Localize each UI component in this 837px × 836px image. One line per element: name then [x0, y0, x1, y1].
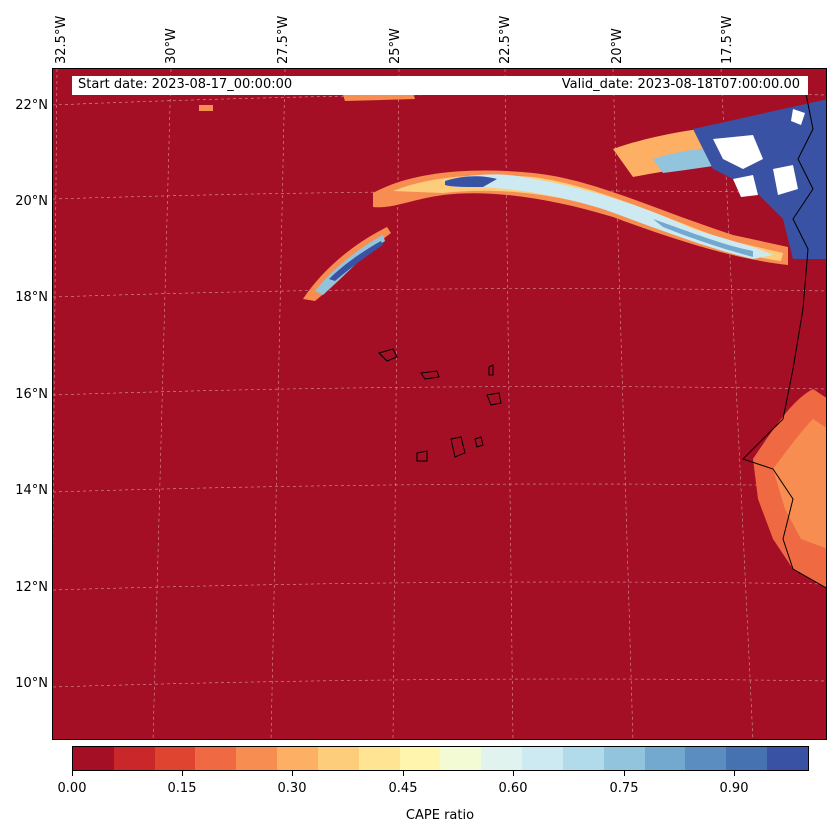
- cape-ratio-map: [53, 69, 826, 739]
- cape-streak-north: [373, 170, 788, 265]
- cape-patch-top-small: [199, 105, 213, 111]
- lat-label: 12°N: [15, 580, 48, 595]
- colorbar-tick-label: 0.30: [277, 781, 307, 796]
- colorbar-tick: [624, 771, 625, 776]
- colorbar-segment: [726, 747, 768, 770]
- colorbar: [72, 746, 809, 771]
- lat-label: 10°N: [15, 676, 48, 691]
- colorbar-tick-label: 0.45: [388, 781, 418, 796]
- start-date-label: Start date: 2023-08-17_00:00:00: [78, 77, 293, 92]
- colorbar-tick: [292, 771, 293, 776]
- colorbar-tick: [182, 771, 183, 776]
- colorbar-tick: [734, 771, 735, 776]
- lon-label: 25°W: [388, 28, 403, 64]
- colorbar-segment: [195, 747, 237, 770]
- colorbar-segment: [562, 747, 604, 770]
- colorbar-segment: [236, 747, 278, 770]
- lon-label: 32.5°W: [54, 15, 69, 64]
- lat-label: 22°N: [15, 98, 48, 113]
- colorbar-tick-label: 0.60: [498, 781, 528, 796]
- colorbar-segment: [317, 747, 359, 770]
- colorbar-segment: [154, 747, 196, 770]
- colorbar-segment: [277, 747, 318, 770]
- valid-date-label: Valid_date: 2023-08-18T07:00:00.00: [561, 77, 800, 92]
- colorbar-segment: [767, 747, 808, 770]
- graticule: [53, 69, 826, 739]
- lat-label: 14°N: [15, 483, 48, 498]
- africa-coastline: [742, 78, 826, 589]
- cape-verde-islands: [378, 348, 502, 462]
- colorbar-tick-label: 0.00: [57, 781, 87, 796]
- colorbar-segment: [358, 747, 400, 770]
- lon-label: 22.5°W: [498, 15, 513, 64]
- colorbar-segment: [522, 747, 563, 770]
- lat-label: 18°N: [15, 290, 48, 305]
- date-info-bar: Start date: 2023-08-17_00:00:00 Valid_da…: [72, 76, 808, 95]
- colorbar-segment: [685, 747, 727, 770]
- lat-label: 16°N: [15, 387, 48, 402]
- colorbar-segment: [481, 747, 523, 770]
- map-panel: [52, 68, 827, 740]
- colorbar-tick: [72, 771, 73, 776]
- lon-label: 30°W: [164, 28, 179, 64]
- colorbar-label: CAPE ratio: [405, 808, 475, 823]
- colorbar-tick-label: 0.15: [167, 781, 197, 796]
- cape-patch-top: [343, 93, 415, 101]
- cape-streak-west: [303, 227, 391, 301]
- colorbar-tick: [403, 771, 404, 776]
- colorbar-tick: [513, 771, 514, 776]
- colorbar-segment: [644, 747, 686, 770]
- colorbar-tick-label: 0.75: [609, 781, 639, 796]
- lon-label: 20°W: [610, 28, 625, 64]
- colorbar-segment: [399, 747, 441, 770]
- cape-patch-coast: [753, 389, 826, 588]
- lon-label: 17.5°W: [720, 15, 735, 64]
- colorbar-segment: [73, 747, 114, 770]
- colorbar-segment: [440, 747, 482, 770]
- colorbar-segment: [113, 747, 155, 770]
- colorbar-segment: [603, 747, 645, 770]
- colorbar-tick-label: 0.90: [719, 781, 749, 796]
- lon-label: 27.5°W: [276, 15, 291, 64]
- lat-label: 20°N: [15, 194, 48, 209]
